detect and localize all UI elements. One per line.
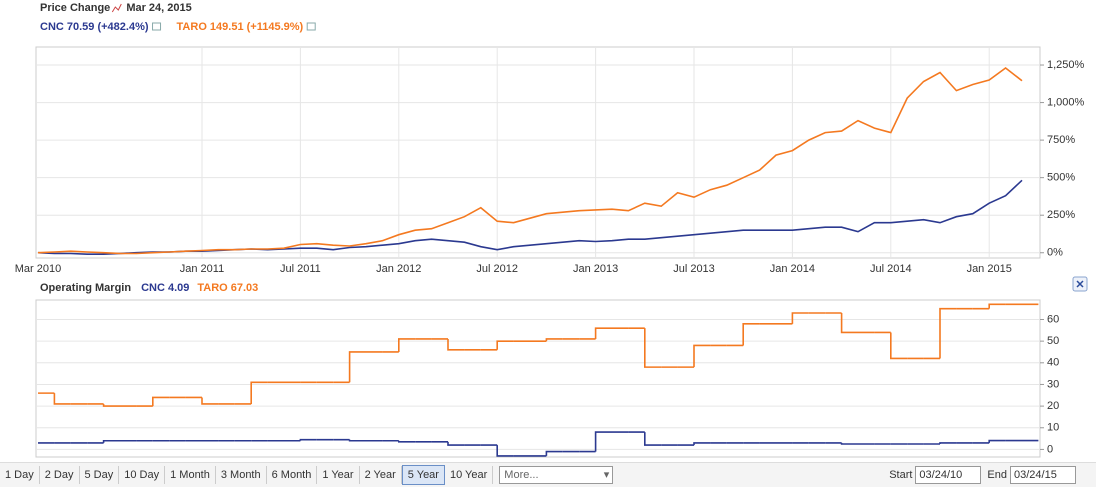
close-icon bbox=[1076, 280, 1084, 288]
range-button[interactable]: 2 Year bbox=[360, 466, 402, 484]
step-segment bbox=[398, 440, 416, 443]
legend-entry: CNC 70.59 (+482.4%) bbox=[40, 21, 149, 33]
x-tick-label: Mar 2010 bbox=[15, 263, 61, 275]
step-segment bbox=[496, 445, 514, 457]
step-segment bbox=[152, 396, 170, 407]
chart-icon bbox=[111, 3, 122, 13]
y-tick-label: 10 bbox=[1047, 422, 1059, 434]
range-button[interactable]: 3 Month bbox=[216, 466, 267, 484]
y-tick-label: 1,250% bbox=[1047, 59, 1085, 71]
toolbar: 1 Day 2 Day 5 Day 10 Day 1 Month 3 Month 6 Mon… bbox=[0, 462, 1096, 487]
legend-entry: TARO 149.51 (+1145.9%) bbox=[177, 21, 304, 33]
chart-subtitle: Mar 24, 2015 bbox=[126, 2, 191, 14]
x-tick-label: Jul 2013 bbox=[673, 263, 715, 275]
step-segment bbox=[447, 338, 465, 351]
range-button[interactable]: 6 Month bbox=[267, 466, 318, 484]
step-segment bbox=[348, 351, 366, 383]
x-tick-label: Jan 2011 bbox=[180, 263, 224, 275]
step-segment bbox=[594, 431, 612, 452]
step-segment bbox=[693, 344, 711, 368]
end-label: End bbox=[987, 469, 1007, 481]
x-tick-label: Jan 2012 bbox=[376, 263, 421, 275]
range-button[interactable]: 1 Day bbox=[0, 466, 40, 484]
range-button[interactable]: 5 Year bbox=[401, 465, 445, 485]
range-button[interactable]: 5 Day bbox=[80, 466, 120, 484]
legend-entry: CNC 4.09 bbox=[141, 282, 189, 294]
y-tick-label: 20 bbox=[1047, 400, 1059, 412]
step-segment bbox=[201, 397, 219, 405]
background bbox=[0, 0, 1096, 462]
y-tick-label: 60 bbox=[1047, 313, 1059, 325]
step-segment bbox=[53, 393, 71, 405]
more-select[interactable]: More... bbox=[499, 466, 614, 484]
series-line bbox=[37, 66, 1023, 255]
y-tick-label: 0% bbox=[1047, 247, 1063, 259]
step-segment bbox=[447, 441, 465, 446]
legend-entry: TARO 67.03 bbox=[197, 282, 258, 294]
step-segment bbox=[939, 442, 957, 445]
y-tick-label: 250% bbox=[1047, 209, 1075, 221]
range-button[interactable]: 1 Month bbox=[165, 466, 216, 484]
x-tick-label: Jul 2012 bbox=[476, 263, 518, 275]
x-tick-label: Jan 2013 bbox=[573, 263, 618, 275]
step-segment bbox=[890, 332, 908, 360]
start-input[interactable]: 03/24/10 bbox=[915, 466, 982, 484]
x-tick-label: Jul 2011 bbox=[280, 263, 321, 275]
step-segment bbox=[348, 439, 366, 442]
y-tick-label: 30 bbox=[1047, 378, 1059, 390]
y-tick-label: 750% bbox=[1047, 134, 1075, 146]
x-tick-label: Jul 2014 bbox=[870, 263, 912, 275]
step-segment bbox=[644, 328, 662, 368]
step-segment bbox=[102, 439, 120, 443]
step-segment bbox=[398, 338, 416, 352]
step-segment bbox=[988, 439, 1006, 443]
step-segment bbox=[299, 438, 317, 441]
y-tick-label: 50 bbox=[1047, 335, 1059, 347]
chart-area: Price Change Mar 24, 2015 CNC 70.59 (+482.… bbox=[0, 0, 1096, 462]
step-segment bbox=[102, 403, 120, 407]
range-button[interactable]: 1 Year bbox=[317, 466, 360, 484]
legend-icon bbox=[152, 22, 162, 31]
step-segment bbox=[791, 312, 809, 324]
step-segment bbox=[496, 340, 514, 350]
plot-frame bbox=[35, 299, 1041, 458]
y-tick-label: 1,000% bbox=[1047, 96, 1085, 108]
step-segment bbox=[644, 432, 662, 446]
start-label: Start bbox=[889, 469, 913, 481]
range-button[interactable]: 10 Day bbox=[119, 466, 166, 484]
range-button[interactable]: 10 Year bbox=[445, 466, 494, 484]
range-button[interactable]: 2 Day bbox=[40, 466, 80, 484]
step-segment bbox=[693, 442, 711, 446]
y-tick-label: 500% bbox=[1047, 172, 1075, 184]
step-segment bbox=[250, 381, 268, 404]
step-segment bbox=[840, 312, 858, 334]
y-tick-label: 0 bbox=[1047, 443, 1053, 455]
chart-title: Operating Margin bbox=[40, 282, 131, 294]
step-segment bbox=[594, 327, 612, 339]
x-tick-label: Jan 2015 bbox=[967, 263, 1012, 275]
step-segment bbox=[840, 442, 858, 445]
step-segment bbox=[545, 450, 563, 456]
x-tick-label: Jan 2014 bbox=[770, 263, 815, 275]
plot-frame bbox=[35, 46, 1041, 259]
legend-icon bbox=[306, 22, 316, 31]
end-input[interactable]: 03/24/15 bbox=[1010, 466, 1076, 484]
step-segment bbox=[939, 307, 957, 359]
step-segment bbox=[988, 303, 1006, 309]
step-segment bbox=[742, 323, 760, 346]
step-segment bbox=[545, 338, 563, 342]
y-tick-label: 40 bbox=[1047, 357, 1059, 369]
chart-title: Price Change bbox=[40, 2, 110, 14]
